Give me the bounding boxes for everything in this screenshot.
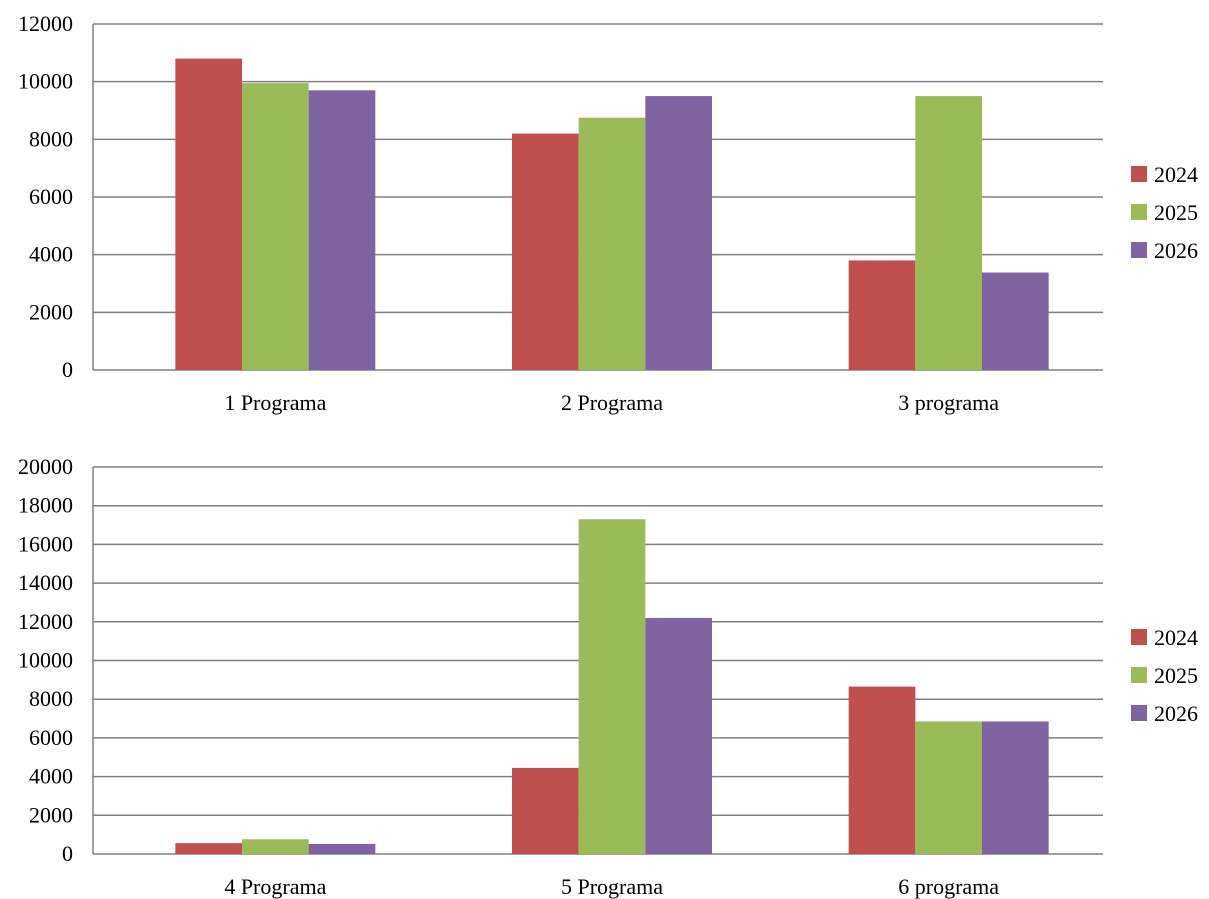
legend-label: 2025 — [1154, 200, 1198, 225]
y-tick-label: 6000 — [29, 184, 73, 209]
x-category-label: 2 Programa — [561, 390, 663, 415]
y-tick-label: 12000 — [18, 609, 73, 634]
y-tick-label: 4000 — [29, 764, 73, 789]
bar-2025 — [915, 721, 982, 854]
x-category-label: 3 programa — [898, 390, 999, 415]
y-tick-label: 6000 — [29, 725, 73, 750]
bar-2025 — [578, 117, 646, 370]
legend-swatch — [1131, 629, 1147, 645]
bar-2025 — [915, 96, 982, 370]
x-category-label: 1 Programa — [224, 390, 326, 415]
bar-2026 — [645, 96, 712, 370]
y-tick-label: 16000 — [18, 531, 73, 556]
y-tick-label: 20000 — [18, 454, 73, 479]
bar-2024 — [512, 133, 579, 370]
bar-2026 — [308, 843, 376, 854]
y-tick-label: 10000 — [18, 648, 73, 673]
y-tick-label: 4000 — [29, 242, 73, 267]
chart-1: 0 2000 4000 6000 8000 10000 12000 1 Programa 2 P… — [18, 11, 1198, 415]
legend-swatch — [1131, 166, 1147, 182]
y-tick-label: 10000 — [18, 69, 73, 94]
y-tick-label: 0 — [62, 841, 73, 866]
legend-label: 2024 — [1154, 625, 1198, 650]
legend-label: 2024 — [1154, 162, 1198, 187]
bar-2024 — [848, 260, 916, 370]
bar-2026 — [308, 90, 376, 371]
y-tick-label: 2000 — [29, 802, 73, 827]
bar-2024 — [175, 843, 243, 854]
legend-label: 2026 — [1154, 238, 1198, 263]
bar-2024 — [512, 767, 579, 854]
bar-2025 — [242, 83, 309, 370]
bar-2024 — [175, 58, 243, 370]
chart-2: 0 2000 4000 6000 8000 10000 12000 14000 16000 180… — [18, 454, 1198, 899]
bar-2025 — [242, 839, 309, 854]
y-tick-label: 12000 — [18, 11, 73, 36]
bar-2026 — [645, 617, 712, 854]
bar-2025 — [578, 519, 646, 854]
x-category-label: 5 Programa — [561, 874, 663, 899]
legend-swatch — [1131, 705, 1147, 721]
legend-label: 2025 — [1154, 663, 1198, 688]
y-tick-label: 0 — [62, 357, 73, 382]
y-tick-label: 14000 — [18, 570, 73, 595]
bar-2026 — [981, 721, 1049, 854]
y-tick-label: 8000 — [29, 126, 73, 151]
legend-swatch — [1131, 667, 1147, 683]
legend-label: 2026 — [1154, 701, 1198, 726]
legend-swatch — [1131, 242, 1147, 258]
y-tick-label: 2000 — [29, 299, 73, 324]
bar-2024 — [848, 686, 916, 854]
x-category-label: 6 programa — [898, 874, 999, 899]
x-category-label: 4 Programa — [224, 874, 326, 899]
legend-swatch — [1131, 204, 1147, 220]
y-tick-label: 18000 — [18, 493, 73, 518]
y-tick-label: 8000 — [29, 686, 73, 711]
bar-2026 — [981, 272, 1049, 370]
